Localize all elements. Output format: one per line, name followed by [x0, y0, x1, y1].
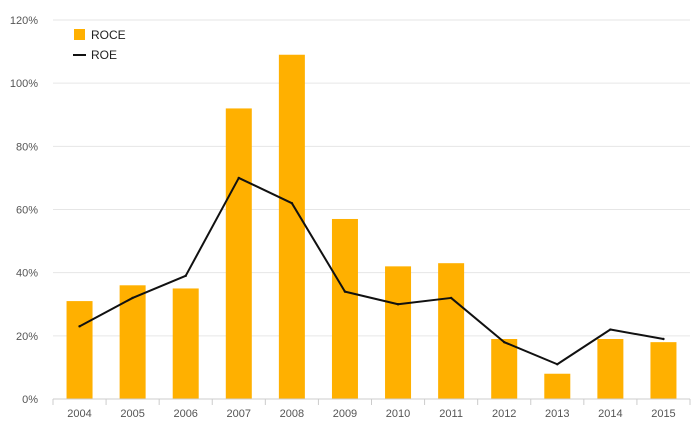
point-roe-2011 [449, 296, 453, 300]
legend-swatch-roce [74, 29, 85, 40]
bar-roce-2012 [491, 338, 518, 399]
legend: ROCE ROE [73, 28, 126, 62]
point-roe-2015 [662, 337, 665, 341]
x-tick-label: 2012 [492, 408, 516, 420]
bar-roce-2011 [438, 263, 465, 399]
y-tick-label: 60% [16, 205, 38, 217]
point-roe-2009 [343, 290, 347, 293]
x-tick-label: 2009 [333, 408, 357, 420]
point-roe-2010 [396, 303, 400, 306]
x-tick-label: 2004 [67, 408, 91, 420]
bar-roce-2006 [172, 288, 199, 399]
axes: 0% 20% 40% 60% 80% 100% 120% 2004 2005 2006 2007 20… [10, 15, 691, 420]
x-tick-label: 2015 [651, 408, 675, 420]
point-roe-2004 [78, 325, 81, 328]
point-roe-2014 [609, 328, 612, 331]
x-tick-label: 2010 [386, 408, 410, 420]
bar-roce-2009 [331, 218, 358, 399]
y-tick-label: 100% [10, 78, 38, 90]
point-roe-2008 [290, 201, 294, 205]
point-roe-2005 [131, 296, 134, 300]
bar-roce-2007 [225, 108, 252, 399]
legend-label-roe: ROE [91, 48, 117, 62]
x-tick-label: 2014 [598, 408, 622, 420]
roe-line [79, 176, 664, 366]
bar-roce-2005 [119, 285, 146, 399]
bar-roce-2013 [544, 373, 571, 399]
bar-roce-2014 [597, 338, 624, 399]
y-tick-label: 0% [22, 394, 38, 406]
point-roe-2012 [503, 340, 506, 344]
x-tick-label: 2005 [120, 408, 144, 420]
roe-line-group [78, 176, 665, 366]
y-tick-label: 40% [16, 268, 38, 280]
roce-bars [66, 54, 677, 399]
point-roe-2006 [184, 274, 187, 278]
grid-lines [53, 19, 690, 337]
y-tick-label: 120% [10, 15, 38, 27]
y-tick-label: 80% [16, 141, 38, 153]
x-tick-label: 2013 [545, 408, 569, 420]
point-roe-2007 [237, 176, 240, 180]
point-roe-2013 [556, 363, 559, 366]
x-tick-label: 2006 [173, 408, 197, 420]
bar-roce-2008 [278, 54, 305, 399]
x-tick-label: 2011 [439, 408, 463, 420]
bar-roce-2004 [66, 301, 93, 399]
bar-roce-2010 [385, 266, 412, 399]
x-tick-label: 2008 [280, 408, 304, 420]
bar-roce-2015 [650, 342, 677, 399]
legend-label-roce: ROCE [91, 28, 126, 42]
x-tick-label: 2007 [227, 408, 251, 420]
y-tick-label: 20% [16, 331, 38, 343]
